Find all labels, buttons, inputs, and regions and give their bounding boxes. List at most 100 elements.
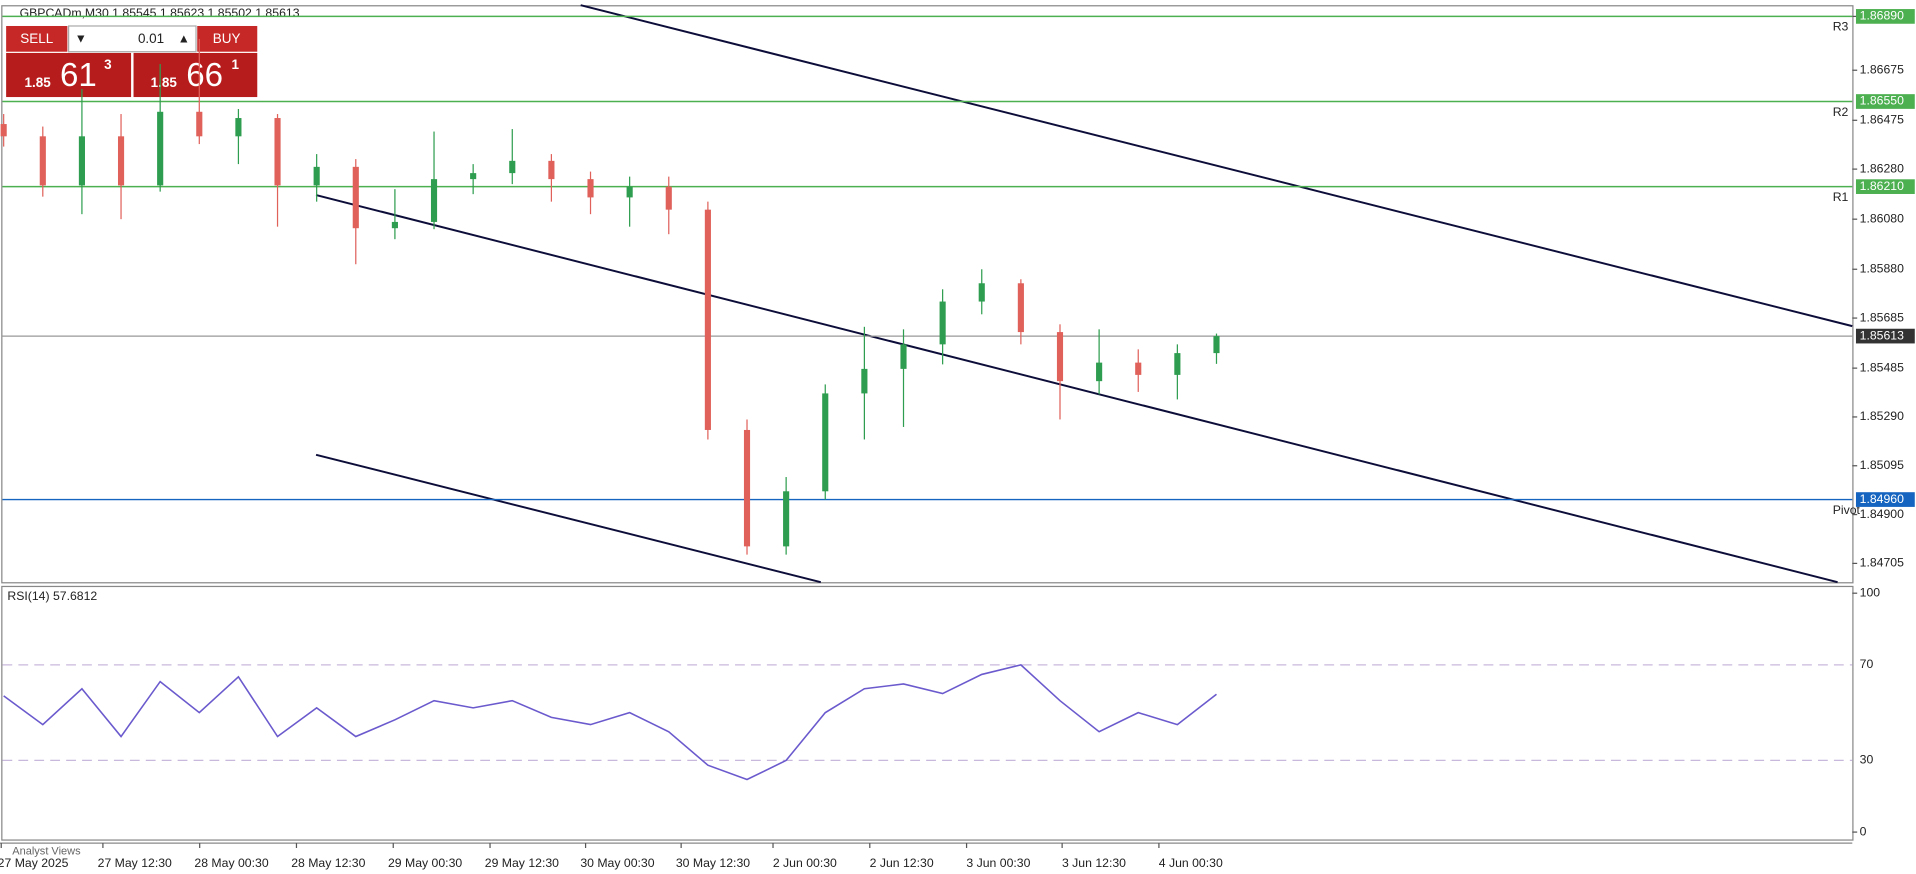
channel-line (315, 453, 822, 584)
level-name: Pivot (1833, 503, 1861, 517)
candle-body (665, 186, 672, 210)
y-tick-label: 1.85095 (1860, 458, 1904, 472)
level-price-box (1855, 492, 1915, 507)
x-tick-label: 4 Jun 00:30 (1159, 856, 1223, 870)
x-tick-label: 29 May 00:30 (388, 856, 462, 870)
y-tick-label: 1.85685 (1860, 310, 1904, 324)
candle-body (939, 301, 946, 345)
candle-body (548, 160, 555, 180)
volume-field[interactable] (67, 25, 197, 53)
ask-sup: 1 (232, 57, 240, 72)
rsi-line (3, 663, 1217, 781)
footer-tab[interactable]: Analyst Views (12, 846, 81, 858)
volume-value: 0.01 (138, 31, 164, 46)
y-tick-label: 0 (1860, 824, 1867, 838)
y-tick-label: 1.86675 (1860, 62, 1904, 76)
ask-big: 1.85 (151, 75, 178, 90)
sell-button[interactable] (6, 25, 68, 52)
y-tick-label: 30 (1860, 753, 1874, 767)
x-tick-label: 28 May 00:30 (194, 856, 268, 870)
y-tick-label: 1.85290 (1860, 409, 1904, 423)
level-price-box (1855, 94, 1915, 109)
y-tick-label: 1.86475 (1860, 113, 1904, 127)
y-tick-label: 1.85485 (1860, 360, 1904, 374)
candle-body (978, 283, 985, 302)
y-tick-label: 1.84900 (1860, 507, 1904, 521)
bid-sup: 3 (104, 57, 112, 72)
x-tick-label: 27 May 12:30 (98, 856, 172, 870)
buy-label: BUY (213, 31, 241, 46)
rsi-title: RSI(14) 57.6812 (7, 589, 97, 603)
x-tick-label: 2 Jun 00:30 (773, 856, 837, 870)
candle-body (822, 393, 829, 492)
bid-main: 61 (60, 57, 97, 94)
candle-body (704, 209, 711, 430)
ask-main: 66 (186, 57, 223, 94)
candle-body (1135, 362, 1142, 375)
candle-body (743, 429, 751, 547)
candle-body (430, 179, 438, 222)
ask-box[interactable] (133, 52, 258, 98)
symbol-info: GBPCADm,M30 1.85545 1.85623 1.85502 1.85… (20, 6, 300, 20)
volume-down[interactable]: ▼ (75, 32, 87, 46)
candle-body (274, 118, 281, 186)
price-panel (1, 5, 1854, 584)
y-tick-label: 1.86280 (1860, 161, 1904, 175)
candle-body (1174, 353, 1181, 375)
channel-line (580, 4, 1853, 328)
level-price-label: 1.86550 (1860, 94, 1904, 108)
buy-button[interactable] (197, 25, 258, 52)
candle-body (861, 368, 868, 394)
level-price-box (1855, 9, 1915, 24)
x-tick-label: 30 May 12:30 (676, 856, 750, 870)
rsi-panel (1, 585, 1854, 841)
candle-body (587, 179, 594, 198)
sell-label: SELL (20, 31, 53, 46)
channel-line (315, 194, 1838, 584)
level-name: R1 (1833, 190, 1849, 204)
x-tick-label: 29 May 12:30 (485, 856, 559, 870)
level-price-box (1855, 179, 1915, 194)
volume-up[interactable]: ▲ (178, 32, 190, 46)
x-tick-label: 3 Jun 12:30 (1062, 856, 1126, 870)
candle-body (235, 118, 242, 137)
level-name: R2 (1833, 105, 1849, 119)
candle-body (1017, 283, 1024, 333)
candle-body (157, 111, 164, 186)
candle-body (626, 186, 633, 198)
candle-body (470, 173, 477, 180)
y-tick-label: 1.86080 (1860, 211, 1904, 225)
candle-body (0, 124, 7, 137)
x-tick-label: 30 May 00:30 (580, 856, 654, 870)
candle-body (1056, 332, 1064, 382)
bid-box[interactable] (6, 52, 132, 98)
candle-body (1096, 362, 1103, 382)
candle-body (783, 491, 790, 547)
candle-body (352, 166, 359, 229)
x-tick-label: 3 Jun 00:30 (966, 856, 1030, 870)
candle-body (391, 221, 398, 229)
candle-body (39, 136, 46, 186)
level-price-label: 1.86890 (1860, 9, 1904, 23)
candle-body (117, 136, 125, 186)
y-tick-label: 100 (1860, 585, 1881, 599)
level-name: R3 (1833, 20, 1849, 34)
candle-body (78, 136, 85, 186)
y-tick-label: 1.85880 (1860, 261, 1904, 275)
x-tick-label: 27 May 2025 (0, 856, 69, 870)
candle-body (509, 160, 516, 174)
x-tick-label: 2 Jun 12:30 (870, 856, 934, 870)
level-price-label: 1.86210 (1860, 179, 1904, 193)
candle-body (1213, 336, 1220, 354)
y-tick-label: 1.84705 (1860, 556, 1904, 570)
x-tick-label: 28 May 12:30 (291, 856, 365, 870)
y-tick-label: 70 (1860, 657, 1874, 671)
trade-panel: SELL ▼ ▲ 0.01 BUY 1.85 61 3 1.85 66 1 (6, 25, 258, 98)
current-price-label: 1.85613 (1860, 328, 1904, 342)
bid-big: 1.85 (25, 75, 52, 90)
current-price-box (1855, 328, 1915, 344)
candle-body (900, 344, 907, 369)
